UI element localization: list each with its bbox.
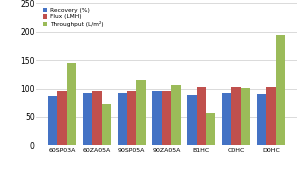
- Bar: [101, 104, 111, 145]
- Bar: [67, 63, 76, 145]
- Bar: [266, 87, 276, 145]
- Bar: [196, 87, 206, 145]
- Bar: [152, 91, 162, 145]
- Bar: [171, 85, 181, 145]
- Bar: [162, 91, 171, 145]
- Bar: [92, 91, 101, 145]
- Bar: [222, 93, 232, 145]
- Legend: Recovery (%), Flux (LMH), Throughput (L/m²): Recovery (%), Flux (LMH), Throughput (L/…: [41, 6, 104, 28]
- Bar: [127, 91, 136, 145]
- Bar: [187, 95, 196, 145]
- Bar: [276, 35, 285, 145]
- Bar: [232, 87, 241, 145]
- Bar: [241, 88, 250, 145]
- Bar: [136, 80, 146, 145]
- Bar: [118, 93, 127, 145]
- Bar: [48, 96, 57, 145]
- Bar: [83, 93, 92, 145]
- Bar: [57, 91, 67, 145]
- Bar: [257, 94, 266, 145]
- Bar: [206, 113, 215, 145]
